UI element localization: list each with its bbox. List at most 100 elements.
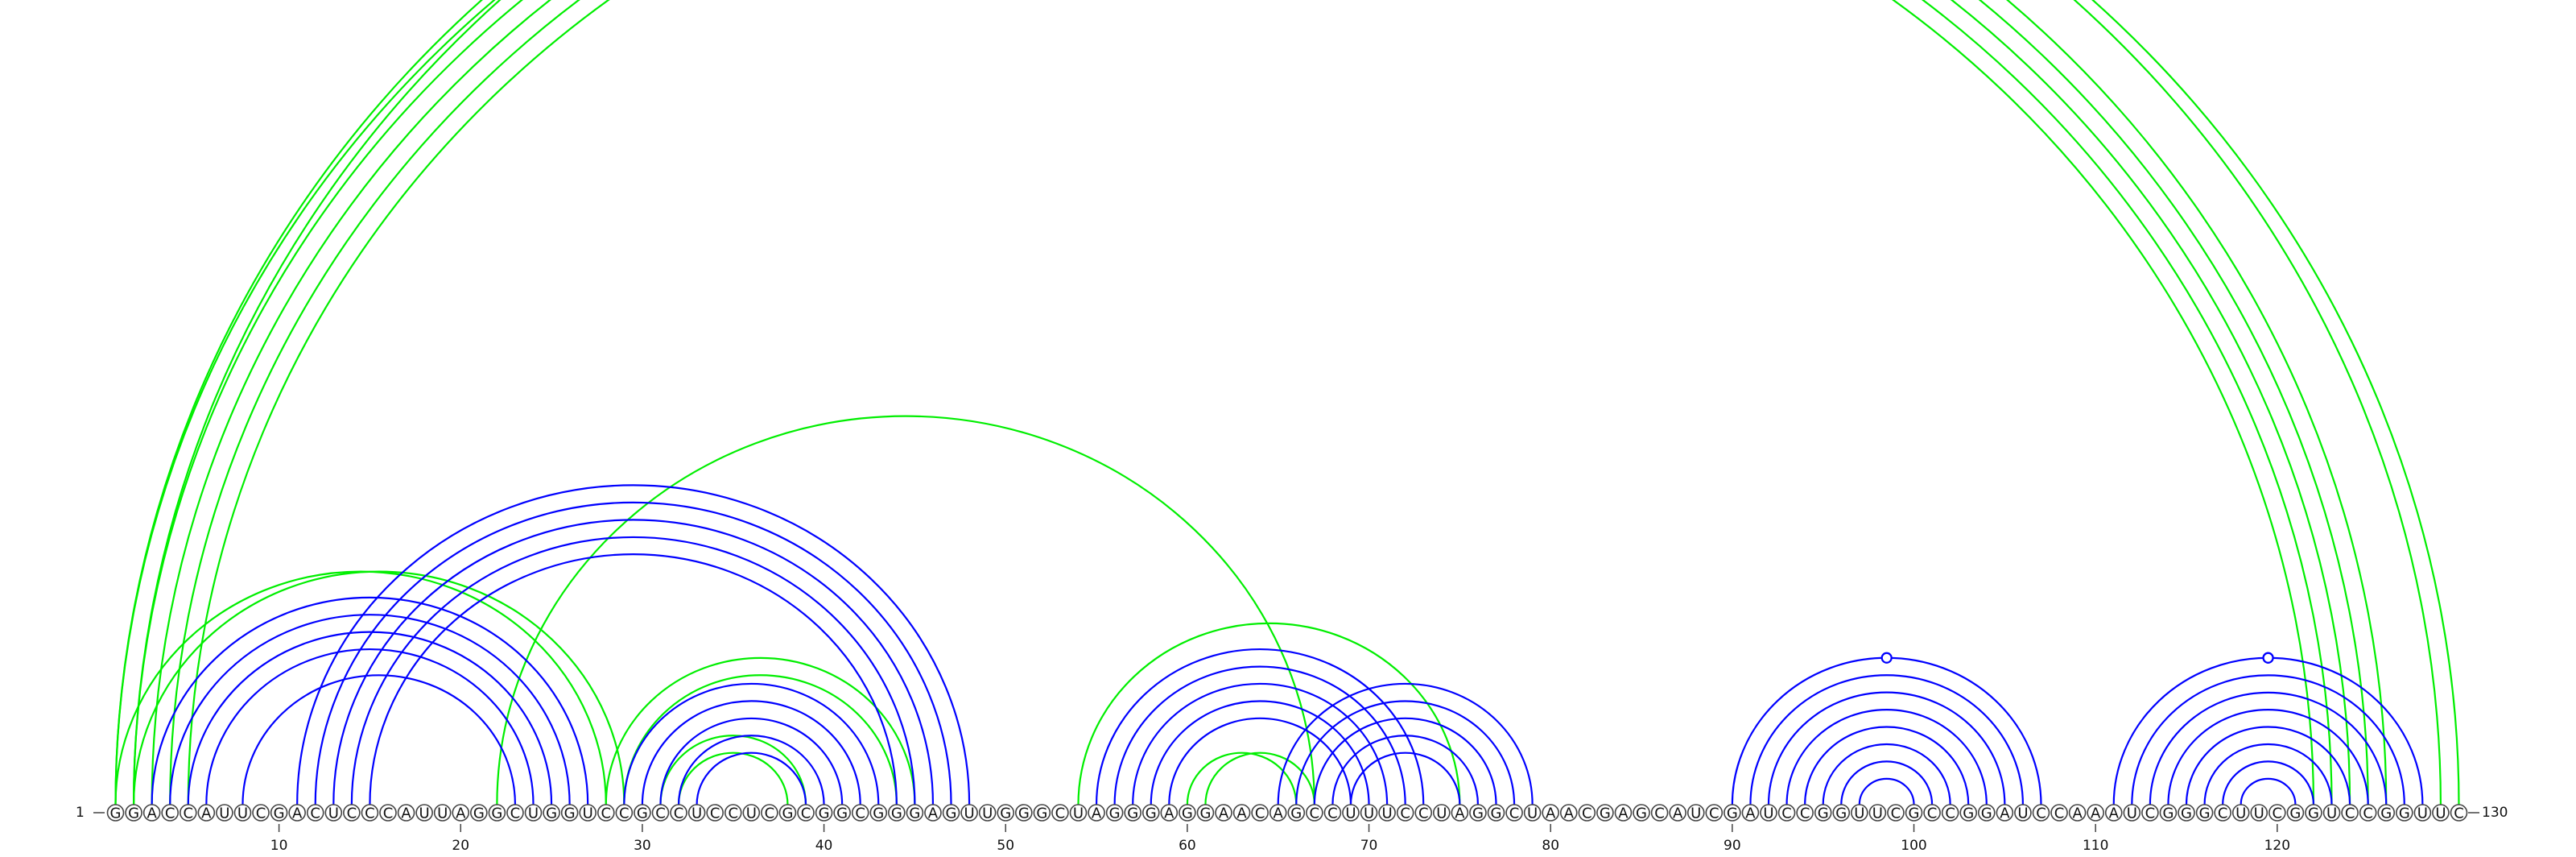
primary-pair-arc-112-127 bbox=[2131, 674, 2405, 805]
nucleotide-letter-17: A bbox=[401, 805, 411, 822]
nucleotide-letter-74: U bbox=[1436, 805, 1447, 822]
nucleotide-letter-77: G bbox=[1491, 805, 1502, 822]
nucleotide-circle-5 bbox=[179, 804, 197, 822]
tick-label-10: 10 bbox=[270, 838, 288, 854]
nucleotide-circle-51 bbox=[1014, 804, 1033, 822]
nucleotide-letter-28: C bbox=[601, 805, 611, 822]
nucleotide-circle-125 bbox=[2359, 804, 2377, 822]
secondary-pair-arc-54-75 bbox=[1077, 622, 1461, 805]
primary-pair-arc-93-104 bbox=[1785, 708, 1988, 805]
nucleotide-circle-95 bbox=[1814, 804, 1832, 822]
nucleotide-letter-115: G bbox=[2181, 805, 2192, 822]
nucleotide-letter-73: C bbox=[1418, 805, 1429, 822]
nucleotide-letter-32: C bbox=[674, 805, 684, 822]
nucleotide-circle-127 bbox=[2396, 804, 2413, 822]
nucleotide-circle-57 bbox=[1124, 804, 1141, 822]
nucleotide-letter-29: C bbox=[619, 805, 630, 822]
nucleotide-circle-36 bbox=[742, 804, 761, 822]
nucleotide-letter-90: G bbox=[1727, 805, 1738, 822]
position-ticks: 10 20 30 40 50 60 70 80 90 100 110 120 bbox=[270, 824, 2290, 854]
nucleotide-circle-60 bbox=[1179, 804, 1196, 822]
nucleotide-letter-72: C bbox=[1400, 805, 1410, 822]
primary-pair-arc-118-121 bbox=[2240, 777, 2297, 805]
nucleotide-letter-122: G bbox=[2308, 805, 2319, 822]
tick-label-120: 120 bbox=[2264, 838, 2290, 854]
sequence-axis: 1 130 bbox=[76, 805, 2508, 821]
nucleotide-letter-60: G bbox=[1182, 805, 1193, 822]
nucleotide-circle-99 bbox=[1887, 804, 1905, 822]
nucleotide-letter-33: U bbox=[691, 805, 702, 822]
nucleotide-letter-105: A bbox=[2000, 805, 2010, 822]
nucleotide-circle-120 bbox=[2268, 804, 2286, 822]
nucleotide-letter-125: C bbox=[2363, 805, 2373, 822]
nucleotide-circle-113 bbox=[2141, 804, 2159, 822]
nucleotide-circle-92 bbox=[1760, 804, 1777, 822]
nucleotide-circle-108 bbox=[2050, 804, 2068, 822]
nucleotide-circle-115 bbox=[2178, 804, 2195, 822]
primary-pair-arc-66-78 bbox=[1295, 700, 1516, 805]
nucleotide-circle-80 bbox=[1542, 804, 1560, 822]
nucleotide-circle-69 bbox=[1342, 804, 1360, 822]
nucleotide-circle-78 bbox=[1505, 804, 1523, 822]
nucleotide-letter-71: U bbox=[1382, 805, 1393, 822]
nucleotide-letter-86: C bbox=[1654, 805, 1665, 822]
secondary-pair-arc-60-66 bbox=[1186, 752, 1298, 805]
nucleotide-circle-107 bbox=[2032, 804, 2050, 822]
nucleotide-letter-62: A bbox=[1219, 805, 1229, 822]
nucleotide-letter-111: A bbox=[2109, 805, 2120, 822]
nucleotide-letter-97: U bbox=[1854, 805, 1864, 822]
nucleotide-letter-42: C bbox=[855, 805, 865, 822]
start-position-label: 1 bbox=[76, 805, 85, 821]
nucleotide-letter-100: G bbox=[1909, 805, 1920, 822]
nucleotide-circle-75 bbox=[1451, 804, 1469, 822]
nucleotide-circle-103 bbox=[1959, 804, 1978, 822]
nucleotide-circle-48 bbox=[960, 804, 978, 822]
secondary-pair-arc-5-122 bbox=[187, 0, 2315, 805]
nucleotide-circle-2 bbox=[125, 804, 142, 822]
nucleotide-letter-91: A bbox=[1745, 805, 1756, 822]
nucleotide-letter-94: C bbox=[1800, 805, 1810, 822]
nucleotide-circle-71 bbox=[1378, 804, 1396, 822]
nucleotide-circle-102 bbox=[1941, 804, 1959, 822]
nucleotide-letter-88: U bbox=[1690, 805, 1701, 822]
nucleotide-circle-84 bbox=[1614, 804, 1633, 822]
nucleotide-circle-45 bbox=[906, 804, 924, 822]
nucleotide-letter-81: A bbox=[1564, 805, 1575, 822]
nucleotide-circle-94 bbox=[1796, 804, 1814, 822]
nucleotide-letter-26: G bbox=[564, 805, 576, 822]
nucleotide-circle-8 bbox=[233, 804, 252, 822]
nucleotide-circle-109 bbox=[2068, 804, 2087, 822]
secondary-pair-arc-31-39 bbox=[659, 735, 807, 805]
nucleotide-circle-16 bbox=[379, 804, 397, 822]
nucleotide-circle-22 bbox=[488, 804, 506, 822]
nucleotide-circle-39 bbox=[797, 804, 815, 822]
nucleotide-circle-129 bbox=[2432, 804, 2450, 822]
nucleotide-letter-31: C bbox=[655, 805, 666, 822]
nucleotide-circle-79 bbox=[1523, 804, 1542, 822]
nucleotide-letter-41: G bbox=[836, 805, 848, 822]
nucleotide-circle-89 bbox=[1705, 804, 1724, 822]
primary-pair-arc-94-103 bbox=[1804, 727, 1970, 805]
nucleotide-letter-34: C bbox=[710, 805, 720, 822]
nucleotide-circle-106 bbox=[2014, 804, 2032, 822]
tick-label-30: 30 bbox=[634, 838, 651, 854]
nucleotide-circle-4 bbox=[161, 804, 179, 822]
nucleotide-letter-78: C bbox=[1509, 805, 1520, 822]
nucleotide-letter-64: C bbox=[1255, 805, 1265, 822]
nucleotide-circle-53 bbox=[1051, 804, 1069, 822]
nucleotide-letter-6: A bbox=[201, 805, 212, 822]
nucleotide-circle-119 bbox=[2250, 804, 2268, 822]
nucleotide-letter-3: A bbox=[147, 805, 157, 822]
nucleotide-circle-59 bbox=[1160, 804, 1179, 822]
nucleotide-letter-56: G bbox=[1109, 805, 1121, 822]
nucleotide-letter-37: C bbox=[765, 805, 775, 822]
nucleotide-circle-18 bbox=[415, 804, 433, 822]
nucleotide-circle-24 bbox=[524, 804, 543, 822]
primary-pair-arc-55-73 bbox=[1096, 649, 1423, 805]
nucleotide-circle-64 bbox=[1251, 804, 1269, 822]
nucleotide-letter-117: C bbox=[2218, 805, 2228, 822]
nucleotide-circle-86 bbox=[1650, 804, 1669, 822]
tick-label-90: 90 bbox=[1724, 838, 1741, 854]
secondary-pair-arc-28-45 bbox=[605, 656, 916, 805]
